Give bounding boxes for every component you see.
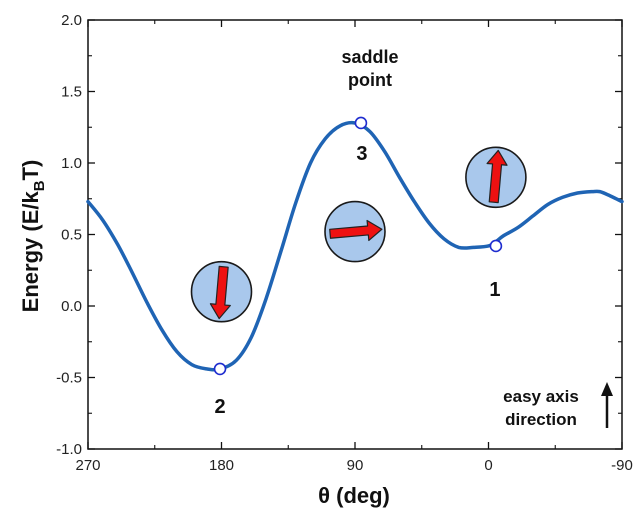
x-tick-label: -90 [611, 457, 633, 474]
y-tick-label: 1.5 [61, 84, 82, 101]
state-3-spin [324, 200, 386, 263]
state-marker-2 [213, 362, 227, 376]
easy-axis-label-line1: easy axis [503, 387, 579, 406]
state-2-spin [190, 260, 253, 323]
state-marker-3 [354, 116, 368, 130]
magnetization-arrow-icon [209, 265, 231, 320]
y-axis-title-main: Energy (E/k [18, 191, 43, 313]
arrow-shape [209, 265, 231, 320]
x-tick-label: 90 [347, 457, 364, 474]
state-label-1: 1 [489, 279, 500, 301]
magnetization-arrow-icon [486, 149, 508, 204]
arrow-shape [486, 149, 508, 204]
saddle-point-label-line2: point [348, 70, 392, 90]
x-tick-label: 270 [75, 457, 100, 474]
easy-axis-label-line2: direction [505, 410, 577, 429]
curve-layer [86, 120, 624, 372]
saddle-point-label-line1: saddle [341, 47, 398, 67]
y-axis-title-subscript: B [31, 180, 48, 191]
x-axis-title: θ (deg) [318, 483, 390, 508]
spin-glyph-layer [190, 146, 527, 323]
y-tick-label: 2.0 [61, 12, 82, 29]
magnetization-arrow-icon [329, 219, 383, 242]
y-tick-label: -1.0 [56, 441, 82, 458]
y-axis-title-tail: T) [18, 160, 43, 181]
state-1-spin [465, 146, 527, 209]
arrow-shape [329, 219, 383, 242]
y-axis-title: Energy (E/kBT) [18, 160, 48, 313]
state-marker-1 [489, 239, 503, 253]
y-tick-label: -0.5 [56, 370, 82, 387]
tick-layer: 270 180 90 0 -90 -1.0 -0.5 0.0 0.5 1.0 1.5 2.0 [56, 12, 633, 474]
x-tick-label: 0 [484, 457, 492, 474]
x-tick-label: 180 [209, 457, 234, 474]
marker-layer: 1 2 3 [213, 116, 503, 418]
y-tick-label: 0.5 [61, 227, 82, 244]
y-tick-label: 1.0 [61, 155, 82, 172]
state-label-3: 3 [356, 143, 367, 165]
easy-axis-arrow-icon [601, 382, 613, 428]
energy-curve [86, 120, 624, 372]
state-label-2: 2 [214, 396, 225, 418]
y-tick-label: 0.0 [61, 298, 82, 315]
